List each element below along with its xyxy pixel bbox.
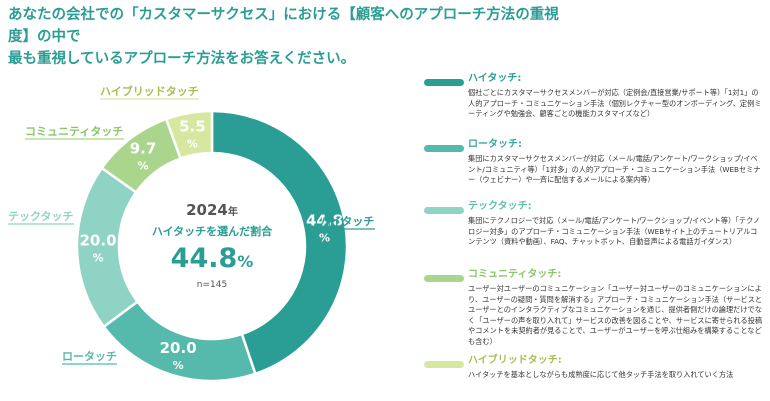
legend-description: ユーザー対ユーザーのコミュニケーション「ユーザー対ユーザーのコミュニケーションに… — [468, 284, 763, 346]
legend-description: 個社ごとにカスタマーサクセスメンバーが対応（定例会/直接営業/サポート等）「1対… — [468, 88, 762, 118]
slice-ハイブリッドタッチ — [164, 109, 214, 161]
callout-ハイタッチ: ハイタッチ — [320, 215, 374, 228]
center-year: 2024年 — [186, 201, 238, 219]
legend-description: ハイタッチを基本としながらも成熟度に応じて他タッチ手法を取り入れていく方法 — [468, 370, 734, 379]
slice-value-labels: 44.8% 20.0% 20.0% 9.7% 5.5% — [80, 118, 343, 372]
slice-value-ハイブリッドタッチ: 5.5 — [179, 118, 206, 136]
center-label: ハイタッチを選んだ割合 — [152, 224, 273, 238]
callout-ロータッチ: ロータッチ — [62, 350, 117, 363]
legend-swatch — [424, 145, 464, 152]
slice-value-コミュニティタッチ: 9.7 — [130, 139, 157, 157]
legend-name: ロータッチ: — [468, 139, 522, 150]
legend-swatch — [424, 361, 464, 368]
slice-unit-ハイタッチ: % — [319, 231, 330, 244]
slice-unit-ロータッチ: % — [173, 359, 184, 372]
legend-name: テックタッチ: — [468, 201, 532, 212]
donut-slices — [75, 109, 349, 383]
title-line-1: あなたの会社での「カスタマーサクセス」における【顧客へのアプローチ方法の重視度】… — [8, 7, 559, 45]
slice-unit-テックタッチ: % — [92, 251, 103, 264]
callout-コミュニティタッチ: コミュニティタッチ — [25, 125, 123, 138]
slice-unit-ハイブリッドタッチ: % — [187, 138, 198, 151]
legend-swatch — [424, 275, 464, 282]
center-value: 44.8% — [171, 243, 254, 274]
legend-name: ハイタッチ: — [468, 73, 522, 84]
title-line-2: 最も重視しているアプローチ方法をお答えください。 — [8, 51, 356, 67]
slice-value-テックタッチ: 20.0 — [80, 231, 117, 249]
legend-name: コミュニティタッチ: — [468, 269, 562, 280]
slice-value-ロータッチ: 20.0 — [160, 339, 197, 357]
slice-ハイタッチ — [210, 109, 349, 376]
center-n: n=145 — [197, 280, 227, 290]
slice-value-ハイタッチ: 44.8 — [306, 211, 343, 229]
callout-ハイブリッドタッチ: ハイブリッドタッチ — [100, 84, 199, 98]
page-title: あなたの会社での「カスタマーサクセス」における【顧客へのアプローチ方法の重視度】… — [8, 4, 568, 70]
legend-swatch — [424, 207, 464, 214]
slice-unit-コミュニティタッチ: % — [137, 159, 148, 172]
callout-テックタッチ: テックタッチ — [8, 210, 74, 223]
legend-name: ハイブリッドタッチ: — [468, 355, 562, 366]
donut-center: 2024年 ハイタッチを選んだ割合 44.8% n=145 — [152, 201, 273, 290]
legend-swatch — [424, 79, 464, 86]
legend-description: 集団にテクノロジーで対応（メール/電話/アンケート/ワークショップ/イベント等）… — [468, 216, 761, 246]
legend-description: 集団にカスタマーサクセスメンバーが対応（メール/電話/アンケート/ワークショップ… — [468, 154, 761, 184]
